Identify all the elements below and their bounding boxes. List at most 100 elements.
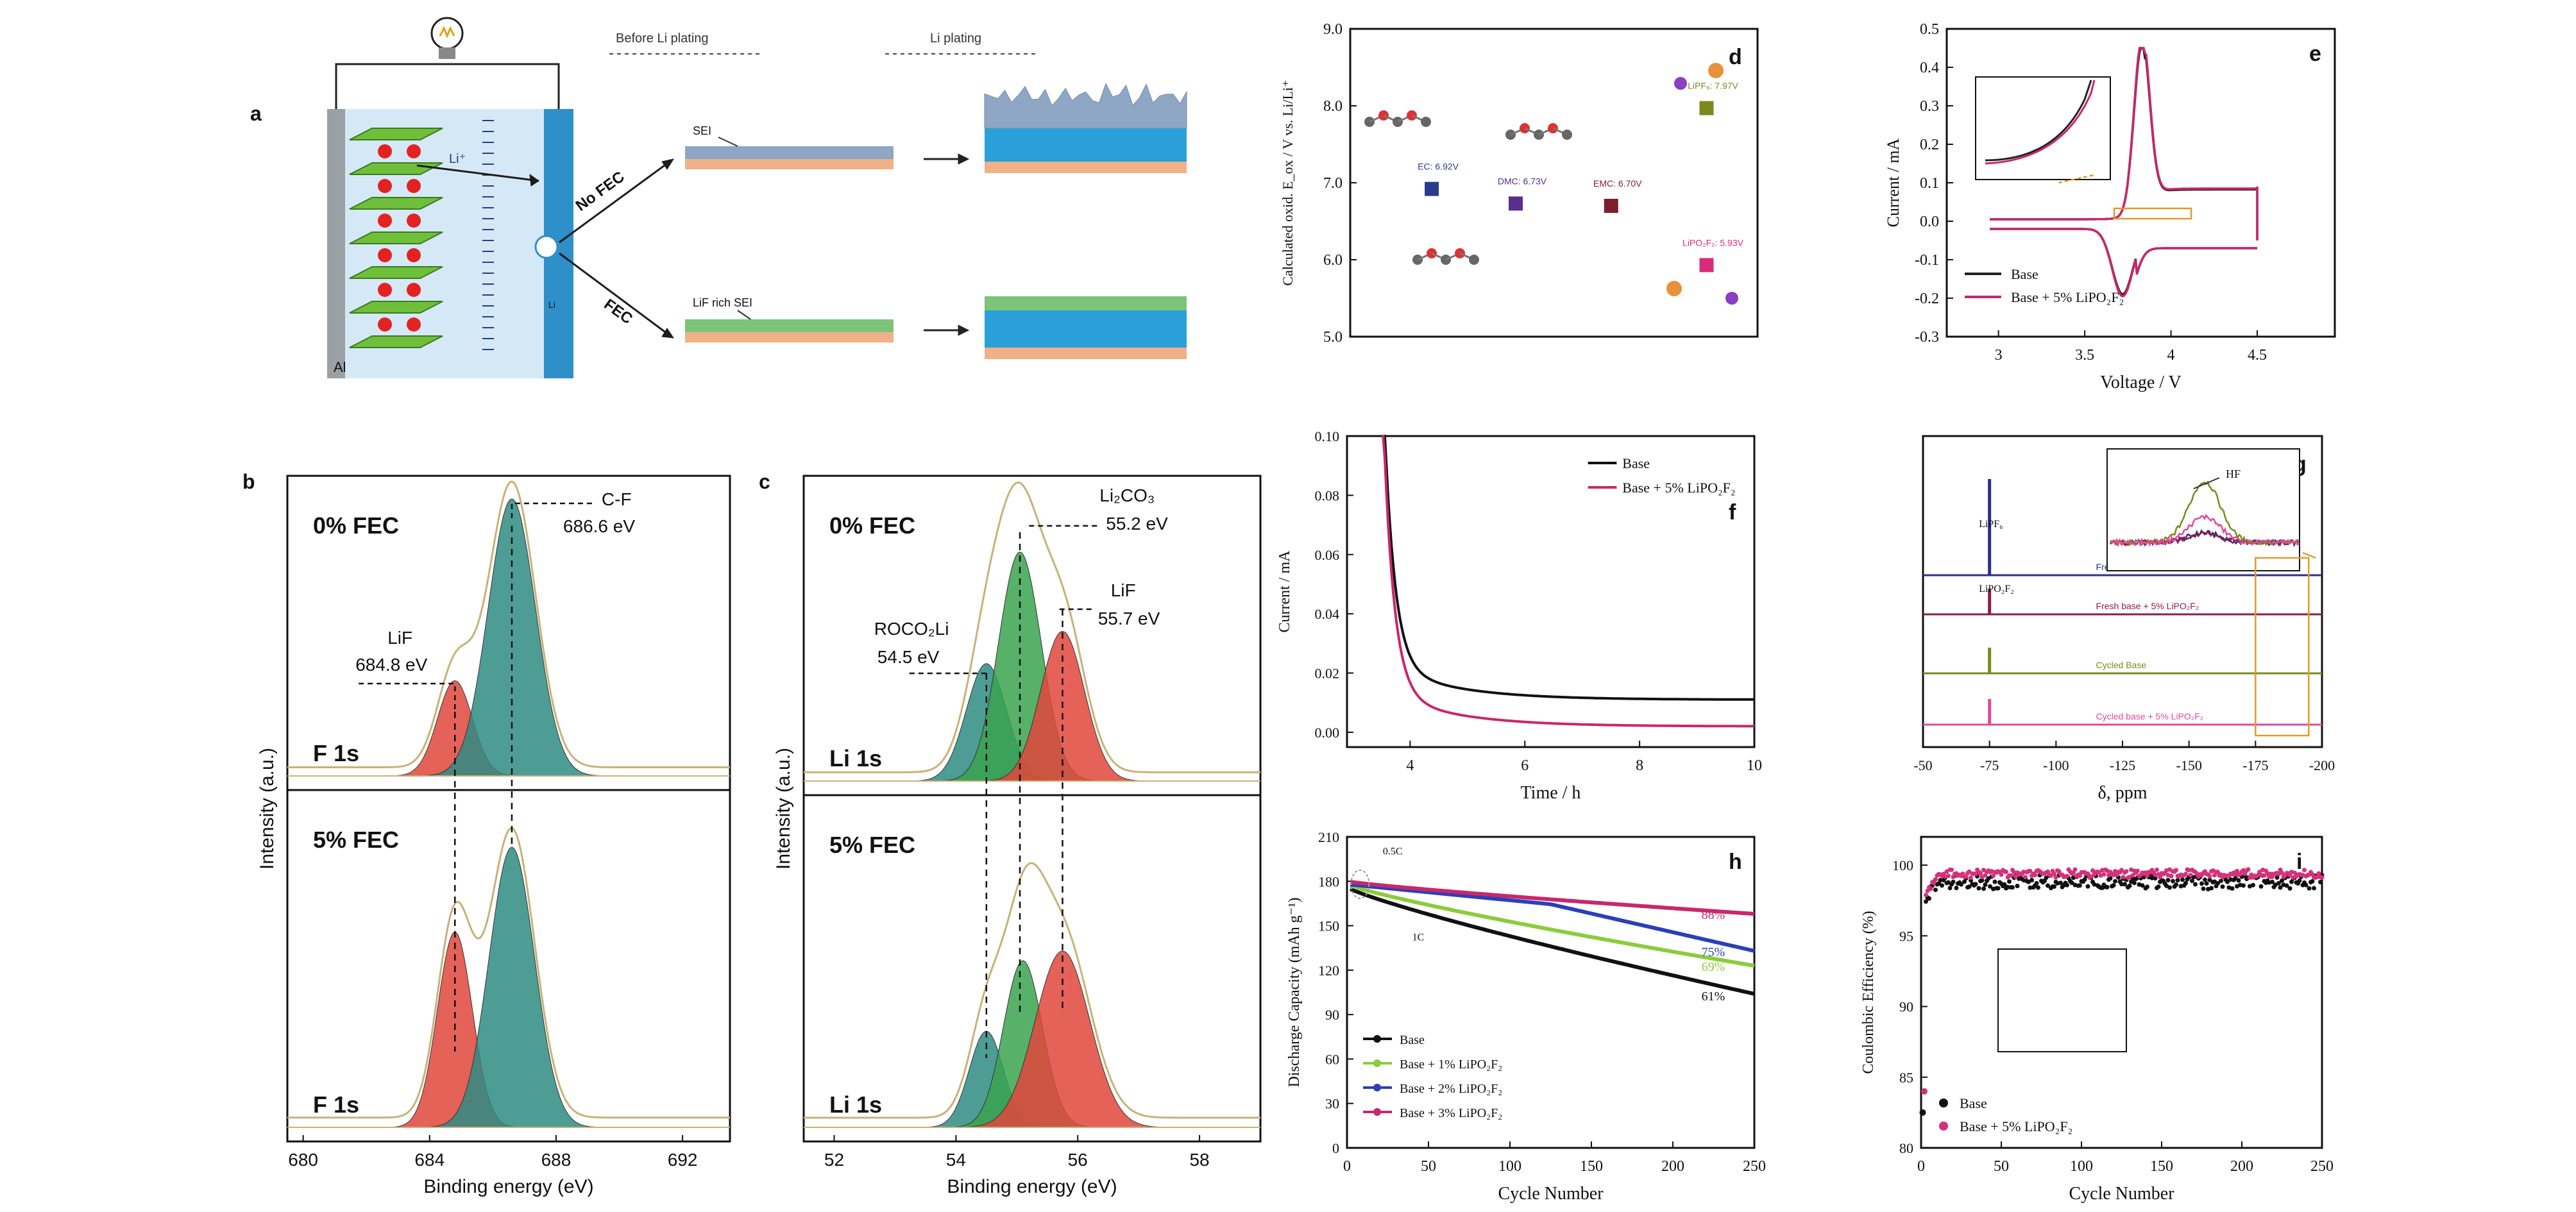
efficiency-point [1983, 873, 1988, 878]
rate-annotation-ellipse [1350, 869, 1370, 899]
label-li: Li [548, 299, 555, 310]
efficiency-point [2280, 878, 2284, 883]
x-tick-label: 3 [1995, 347, 2003, 364]
efficiency-point [2216, 881, 2220, 886]
legend-marker [1373, 1035, 1381, 1043]
retention-label: 88% [1702, 908, 1725, 922]
molecule-energy-label: DMC: 6.73V [1498, 176, 1547, 186]
y-axis-label: Calculated oxid. E_ox / V vs. Li/Li⁺ [1280, 80, 1296, 285]
efficiency-point [2280, 870, 2284, 875]
lif-sei-layer [685, 319, 894, 332]
y-axis-label: Intensity (a.u.) [257, 748, 278, 870]
x-tick-label: 52 [824, 1150, 844, 1170]
molecule-energy-label: LiPF₆: 7.97V [1688, 81, 1738, 91]
efficiency-point [2029, 878, 2034, 883]
li-ion-dot [407, 283, 421, 297]
panel-letter-b: b [242, 470, 255, 493]
li-ion-dot [378, 248, 392, 262]
x-tick-label: -175 [2242, 757, 2268, 773]
zoom-box [2255, 557, 2310, 737]
y-tick-label: 95 [1899, 928, 1913, 944]
efficiency-point [2207, 873, 2212, 879]
efficiency-point [2307, 886, 2312, 891]
subpanel-label: 0% FEC [829, 512, 915, 539]
efficiency-point [2303, 882, 2309, 888]
annotation-label: Li₂CO₃ [1099, 485, 1155, 505]
efficiency-point [2058, 880, 2063, 886]
efficiency-point [2190, 879, 2194, 884]
x-tick-label: -200 [2309, 757, 2335, 773]
annotation-label: C-F [602, 489, 632, 509]
y-tick-label: 0.5 [1920, 21, 1939, 38]
efficiency-point [2053, 875, 2058, 880]
annotation-value: 686.6 eV [563, 516, 635, 536]
x-tick-label: -125 [2110, 757, 2135, 773]
efficiency-point [1991, 873, 1996, 879]
cv-series-anodic [1990, 47, 2257, 221]
efficiency-point [2072, 867, 2078, 872]
annotation-label: LiF [387, 628, 412, 648]
branch-fec [559, 252, 668, 335]
x-tick-label: 50 [1994, 1158, 2009, 1175]
retention-label: 69% [1702, 960, 1725, 974]
legend-marker [1373, 1059, 1381, 1067]
efficiency-point [2188, 873, 2193, 878]
bulb-filament-icon [439, 26, 455, 38]
li-deposit-layer [985, 310, 1187, 348]
panel-letter-d: d [1729, 45, 1742, 69]
efficiency-point [2113, 879, 2117, 884]
efficiency-point [2165, 878, 2171, 882]
cathode-layer [349, 197, 443, 210]
sei-pointer [718, 137, 738, 147]
efficiency-point [2212, 873, 2217, 878]
efficiency-point [2145, 873, 2149, 878]
efficiency-point [1940, 883, 1944, 888]
x-axis-label: Cycle Number [2069, 1184, 2174, 1204]
y-tick-label: 0.08 [1315, 487, 1340, 503]
efficiency-point [2209, 886, 2214, 891]
label-sei: SEI [693, 124, 711, 137]
efficiency-point [2130, 873, 2135, 878]
efficiency-point [2010, 885, 2015, 890]
core-level-label: Li 1s [829, 745, 882, 771]
efficiency-point [2127, 883, 2132, 888]
efficiency-point [1933, 877, 1938, 882]
efficiency-point [2169, 873, 2174, 879]
li-ion-dot [407, 179, 421, 193]
efficiency-point [2275, 875, 2280, 880]
efficiency-point [2036, 885, 2040, 890]
molecule-energy-marker [1699, 101, 1714, 115]
efficiency-point [2262, 873, 2267, 878]
li-atom-icon [1725, 292, 1738, 305]
x-axis-label: Time / h [1521, 783, 1581, 803]
y-tick-label: 100 [1892, 857, 1913, 873]
plot-frame [1945, 28, 2336, 338]
efficiency-point [2052, 871, 2056, 877]
cathode-layer [349, 128, 443, 140]
label-no-fec: No FEC [573, 168, 628, 215]
y-tick-label: 150 [1318, 918, 1339, 934]
x-tick-label: 200 [2230, 1158, 2253, 1175]
x-tick-label: 8 [1636, 757, 1643, 774]
efficiency-point [2203, 877, 2207, 882]
li-ion-dot [407, 214, 421, 228]
x-tick-label: 6 [1521, 757, 1529, 774]
legend-label: Base + 5% LiPO₂F₂ [2011, 289, 2124, 305]
panel-letter-a: a [250, 102, 262, 125]
legend-marker [1939, 1122, 1948, 1131]
efficiency-point [2278, 885, 2283, 890]
branch-arrowhead [661, 158, 675, 170]
efficiency-point [2119, 868, 2124, 873]
efficiency-point [1938, 878, 1943, 882]
efficiency-point [1973, 871, 1978, 877]
efficiency-point [1962, 879, 1967, 884]
cv-series-cathodic [1990, 228, 2257, 298]
core-level-label: F 1s [313, 740, 359, 766]
y-tick-label: 180 [1318, 873, 1339, 889]
sei-layer [685, 146, 894, 159]
cathode-layer [349, 301, 443, 314]
efficiency-point [2241, 883, 2246, 888]
efficiency-point [2101, 872, 2106, 877]
li-ion-dot [378, 144, 392, 158]
al-current-collector [327, 109, 345, 378]
